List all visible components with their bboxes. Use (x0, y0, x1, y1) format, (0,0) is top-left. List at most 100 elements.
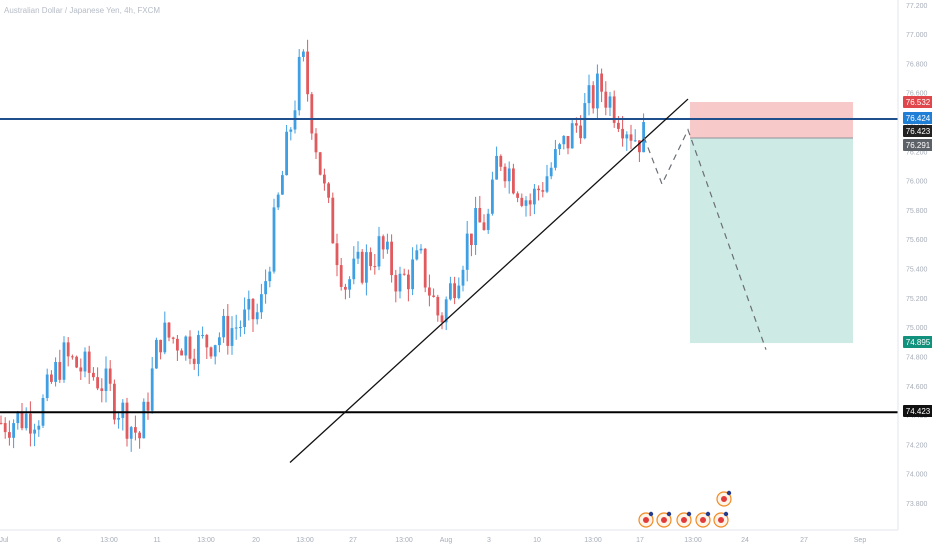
candle (239, 320, 242, 337)
price-tick-label: 75.400 (906, 267, 928, 274)
candle (100, 378, 104, 403)
candle (327, 182, 330, 204)
candle (621, 115, 624, 147)
candle (16, 410, 20, 430)
candle (302, 49, 305, 62)
projection-path[interactable] (643, 128, 767, 350)
ascending-trendline[interactable] (289, 98, 689, 463)
candle (478, 195, 482, 223)
price-tag-last: 76.291 (903, 139, 932, 151)
time-tick-label: 13:00 (100, 537, 118, 544)
candle (159, 339, 162, 360)
candle (180, 348, 183, 356)
price-tick-label: 76.600 (906, 91, 928, 98)
candle (79, 358, 83, 380)
candle (33, 423, 36, 447)
price-tag-entry: 76.423 (903, 125, 932, 137)
candle (20, 403, 24, 431)
candle (423, 248, 427, 293)
candle (562, 135, 566, 150)
candle (297, 49, 301, 116)
candle (587, 74, 591, 116)
event-flag-au-6-icon[interactable] (716, 490, 732, 507)
candle (600, 68, 603, 103)
candle (516, 191, 519, 203)
candle (50, 370, 53, 384)
event-flag-au-3-icon[interactable] (676, 511, 692, 528)
candle (268, 266, 272, 288)
candle (377, 226, 381, 271)
event-flag-au-5-icon[interactable] (713, 511, 729, 528)
candle (310, 92, 314, 140)
candle (243, 297, 246, 335)
price-tick-label: 75.200 (906, 296, 928, 303)
candle (230, 316, 234, 355)
svg-text:76.291: 76.291 (906, 141, 931, 150)
candle (335, 233, 339, 277)
candle (247, 290, 251, 321)
candle (570, 118, 574, 149)
candle (583, 92, 587, 140)
candle (92, 367, 95, 381)
candle (503, 163, 507, 188)
candle (264, 269, 267, 304)
candle (260, 283, 263, 319)
candle (171, 336, 175, 344)
candle (108, 360, 112, 392)
time-tick-label: 6 (57, 537, 61, 544)
candle (591, 81, 595, 114)
candle (633, 129, 637, 142)
event-flag-au-2-icon[interactable] (656, 511, 672, 528)
candle (449, 276, 452, 301)
candle (129, 425, 133, 452)
candle (444, 296, 448, 331)
candle (402, 268, 406, 276)
candle (150, 356, 154, 414)
time-tick-label: Aug (440, 537, 453, 544)
time-tick-label: 13:00 (584, 537, 602, 544)
candle (520, 193, 524, 208)
candle (213, 344, 217, 365)
candle (474, 196, 477, 255)
candle (365, 244, 368, 296)
candle (432, 288, 435, 298)
time-tick-label: 13:00 (197, 537, 215, 544)
price-tick-label: 76.000 (906, 179, 928, 186)
price-tag-stop: 76.532 (903, 96, 932, 108)
candle (415, 244, 419, 261)
candle (71, 354, 74, 360)
candle (428, 274, 431, 307)
candle (184, 335, 188, 361)
time-tick-label: 27 (349, 537, 357, 544)
candle (608, 91, 612, 116)
event-flag-au-4-icon[interactable] (695, 511, 711, 528)
price-tick-label: 77.000 (906, 32, 928, 39)
candle (176, 334, 179, 361)
candle (461, 265, 465, 292)
candle (12, 419, 15, 449)
candle (218, 332, 221, 353)
candle (596, 64, 599, 120)
candle (331, 192, 335, 244)
price-tick-label: 74.200 (906, 442, 928, 449)
candle (457, 277, 461, 300)
candle (411, 247, 414, 296)
candle (499, 154, 503, 172)
time-tick-label: 13:00 (395, 537, 413, 544)
svg-text:74.423: 74.423 (906, 407, 931, 416)
candle (226, 304, 230, 355)
price-tick-label: 75.000 (906, 325, 928, 332)
candle (58, 349, 62, 383)
candle (604, 81, 608, 116)
time-tick-label: 3 (487, 537, 491, 544)
candle (255, 303, 259, 325)
time-tick-label: 13:00 (296, 537, 314, 544)
candle (87, 345, 91, 384)
take-profit-zone[interactable] (690, 138, 853, 344)
price-tick-label: 76.800 (906, 61, 928, 68)
price-tick-label: 75.800 (906, 208, 928, 215)
candle (566, 135, 570, 155)
event-flag-au-1-icon[interactable] (638, 511, 654, 528)
